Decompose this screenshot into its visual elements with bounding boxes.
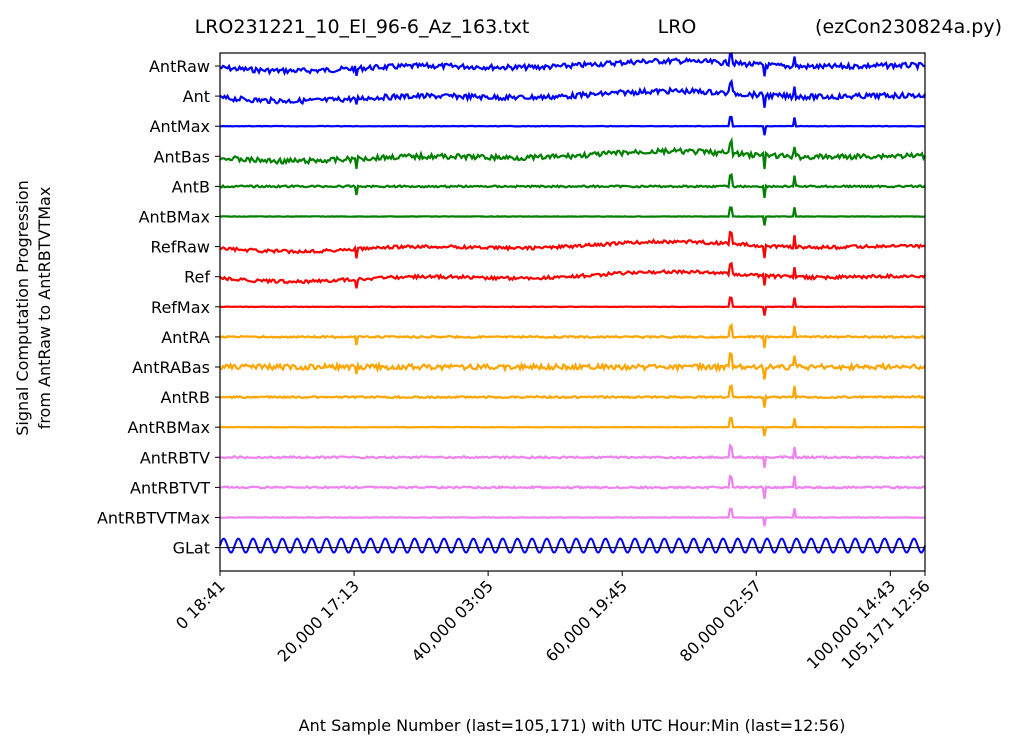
series-line-antrabas xyxy=(219,352,926,380)
series-line-glat xyxy=(219,537,926,554)
chart-title-center: LRO xyxy=(658,16,697,38)
chart-title-right: (ezCon230824a.py) xyxy=(815,16,1002,38)
y-axis-label-line2: from AntRaw to AntRBTVTMax xyxy=(35,187,54,430)
series-line-ref xyxy=(219,261,926,289)
x-axis-label: Ant Sample Number (last=105,171) with UT… xyxy=(299,716,846,735)
series-line-antrbtvt xyxy=(219,474,926,500)
series-line-antrbmax xyxy=(220,416,926,437)
y-axis-label-line1: Signal Computation Progression xyxy=(13,180,32,436)
y-tick-label-ref: Ref xyxy=(184,268,210,287)
y-tick-label-antrbtv: AntRBTV xyxy=(140,448,210,467)
series-line-refraw xyxy=(219,230,926,259)
series-line-antb xyxy=(219,172,926,199)
series-line-antmax xyxy=(220,115,926,136)
series-line-antra xyxy=(219,322,926,349)
plot-frame xyxy=(219,52,926,572)
y-tick-label-antmax: AntMax xyxy=(150,117,210,136)
y-tick-label-antrabas: AntRABas xyxy=(132,358,210,377)
y-tick-labels: AntRaw Ant AntMax AntBas AntB AntBMax RefRaw Re… xyxy=(97,57,220,558)
x-tick-label-4: 80,000 02:57 xyxy=(676,576,765,665)
chart-title-left: LRO231221_10_El_96-6_Az_163.txt xyxy=(195,16,530,38)
series-line-refmax xyxy=(219,296,925,316)
x-tick-labels: 0 18:41 20,000 17:13 40,000 03:05 60,000 19… xyxy=(172,571,934,673)
y-tick-label-refraw: RefRaw xyxy=(150,238,210,257)
x-tick-label-2: 40,000 03:05 xyxy=(408,576,497,665)
x-tick-label-3: 60,000 19:45 xyxy=(542,576,631,665)
series-line-antrbtv xyxy=(219,443,926,469)
series-line-antbas xyxy=(219,136,926,170)
series-line-antrb xyxy=(219,384,926,408)
series-line-antraw xyxy=(219,52,926,77)
series-line-antrbtvtmax xyxy=(219,507,926,527)
y-tick-label-antbmax: AntBMax xyxy=(139,208,210,227)
y-tick-label-glat: GLat xyxy=(173,539,210,558)
y-tick-label-antrbtvtmax: AntRBTVTMax xyxy=(97,509,210,528)
y-tick-label-antrb: AntRB xyxy=(161,388,210,407)
y-tick-label-refmax: RefMax xyxy=(151,298,210,317)
x-tick-label-0: 0 18:41 xyxy=(172,576,229,633)
y-tick-label-antrbtvt: AntRBTVT xyxy=(130,478,210,497)
y-tick-label-antbas: AntBas xyxy=(154,147,210,166)
y-tick-label-antb: AntB xyxy=(172,177,210,196)
series-line-ant xyxy=(219,78,926,108)
plot-area xyxy=(219,52,926,554)
y-tick-label-antra: AntRA xyxy=(161,328,210,347)
y-tick-label-ant: Ant xyxy=(183,87,210,106)
y-tick-label-antrbmax: AntRBMax xyxy=(127,418,210,437)
x-tick-label-1: 20,000 17:13 xyxy=(274,576,363,665)
y-tick-label-antraw: AntRaw xyxy=(149,57,210,76)
series-line-antbmax xyxy=(219,206,926,226)
